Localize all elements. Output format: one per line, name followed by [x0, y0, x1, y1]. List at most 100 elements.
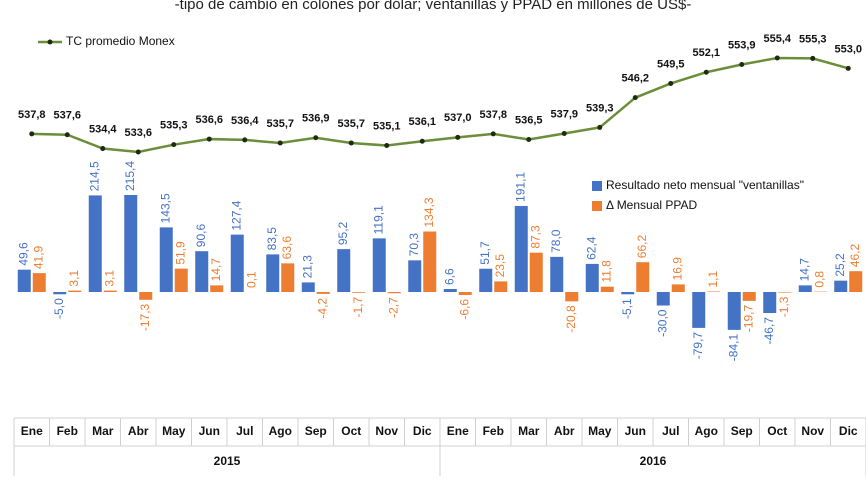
legend-label: Δ Mensual PPAD — [606, 198, 698, 212]
data-label: -79,7 — [691, 332, 705, 360]
x-tick-label: Abr — [128, 424, 149, 438]
data-label: -4,2 — [315, 298, 329, 319]
bar — [32, 273, 46, 292]
x-tick-label: Ene — [21, 424, 43, 438]
line-point — [561, 130, 567, 136]
data-label: 552,1 — [692, 47, 720, 59]
data-label: 537,8 — [479, 109, 507, 121]
data-label: 1,1 — [706, 270, 720, 287]
bar — [514, 205, 528, 292]
bar — [742, 292, 756, 301]
bar — [671, 284, 685, 292]
line-point — [171, 142, 177, 148]
legend-swatch — [592, 181, 602, 191]
line-point — [526, 136, 532, 142]
data-label: 63,6 — [280, 236, 294, 260]
data-label: 549,5 — [657, 58, 685, 70]
data-label: -5,0 — [52, 298, 66, 319]
line-point — [810, 55, 816, 61]
bar — [210, 285, 224, 292]
bar — [337, 249, 351, 292]
data-label: 535,1 — [373, 120, 401, 132]
bar — [103, 290, 117, 292]
data-label: 3,1 — [102, 270, 116, 287]
data-label: 87,3 — [528, 225, 542, 249]
bar — [387, 292, 401, 294]
bar — [479, 268, 493, 292]
line-point — [419, 138, 425, 144]
data-label: 90,6 — [194, 224, 208, 248]
x-tick-label: Oct — [341, 424, 361, 438]
bar — [585, 263, 599, 292]
data-label: -84,1 — [726, 334, 740, 362]
line-point — [774, 55, 780, 61]
bar — [423, 231, 437, 292]
line-point — [632, 95, 638, 101]
bar — [849, 271, 863, 292]
x-tick-label: Feb — [57, 424, 78, 438]
line-point — [668, 80, 674, 86]
data-label: -2,7 — [386, 297, 400, 318]
data-label: 537,6 — [53, 110, 81, 122]
x-tick-label: Jul — [662, 424, 679, 438]
x-tick-label: Feb — [483, 424, 504, 438]
data-label: 555,3 — [799, 33, 827, 45]
data-label: 95,2 — [336, 221, 350, 245]
bar — [494, 281, 508, 292]
line-point — [242, 137, 248, 143]
bar — [139, 292, 153, 300]
data-label: 49,6 — [16, 242, 30, 266]
data-label: 535,7 — [266, 118, 294, 130]
data-label: 536,4 — [231, 115, 259, 127]
data-label: 23,5 — [493, 254, 507, 278]
bar — [600, 286, 614, 292]
data-label: 78,0 — [549, 229, 563, 253]
data-label: 0,1 — [244, 271, 258, 288]
data-label: 0,8 — [812, 271, 826, 288]
bar — [834, 280, 848, 292]
bar — [763, 292, 777, 314]
bar — [159, 227, 173, 292]
data-label: 119,1 — [371, 205, 385, 234]
bar — [316, 292, 330, 294]
data-label: 535,3 — [160, 120, 188, 132]
data-label: 70,3 — [407, 233, 421, 257]
data-label: 21,3 — [300, 255, 314, 279]
x-tick-label: Nov — [375, 424, 398, 438]
x-tick-label: May — [588, 424, 612, 438]
data-label: 553,0 — [834, 43, 862, 55]
data-label: 534,4 — [89, 123, 117, 135]
data-label: 537,9 — [550, 108, 578, 120]
line-point — [703, 69, 709, 75]
bar — [458, 292, 472, 295]
bar — [408, 260, 422, 292]
data-label: 25,2 — [833, 253, 847, 277]
data-label: -19,7 — [741, 305, 755, 333]
data-label: 3,1 — [67, 270, 81, 287]
bar — [656, 292, 670, 306]
data-label: 214,5 — [87, 161, 101, 191]
bar — [692, 292, 706, 328]
data-label: 536,1 — [408, 116, 436, 128]
bar — [281, 263, 295, 292]
data-label: -5,1 — [620, 298, 634, 319]
bar — [230, 234, 244, 292]
bar — [550, 256, 564, 292]
line-point — [845, 65, 851, 71]
data-label: 546,2 — [621, 73, 649, 85]
line-point — [739, 61, 745, 67]
x-tick-label: Ago — [695, 424, 718, 438]
data-label: 51,7 — [478, 241, 492, 265]
bar — [798, 285, 812, 292]
bar — [195, 251, 209, 292]
data-label: 555,4 — [763, 33, 791, 45]
bar — [17, 269, 31, 292]
legend-label: Resultado neto mensual "ventanillas" — [606, 178, 804, 192]
data-label: 536,9 — [302, 113, 330, 125]
data-label: -1,3 — [777, 296, 791, 317]
x-tick-label: Mar — [518, 424, 540, 438]
bar — [778, 292, 792, 293]
data-label: -6,6 — [457, 299, 471, 320]
x-tick-label: May — [162, 424, 186, 438]
